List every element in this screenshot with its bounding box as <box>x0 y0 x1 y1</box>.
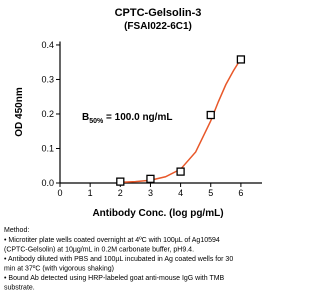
annotation-rest: = 100.0 ng/mL <box>103 112 172 123</box>
chart-subtitle: (FSAI022-6C1) <box>124 21 192 32</box>
x-tick-label: 3 <box>148 188 153 198</box>
fit-curve <box>120 58 242 184</box>
y-tick-label: 0.4 <box>41 40 54 50</box>
y-tick-label: 0.3 <box>41 74 54 84</box>
method-line: substrate. <box>4 285 35 292</box>
x-tick-label: 0 <box>57 188 62 198</box>
chart: CPTC-Gelsolin-3 (FSAI022-6C1) Antibody C… <box>4 7 262 292</box>
method: Method: • Microtiter plate wells coated … <box>4 227 233 292</box>
x-tick-label: 6 <box>238 188 243 198</box>
method-line: • Antibody diluted with PBS and 100µL in… <box>4 256 233 263</box>
method-line: min at 37ºC (with vigorous shaking) <box>4 266 114 273</box>
annotation: B50% = 100.0 ng/mL <box>82 112 172 125</box>
y-tick-label: 0.0 <box>41 178 54 188</box>
x-tick-label: 1 <box>88 188 93 198</box>
x-tick-label: 2 <box>118 188 123 198</box>
method-line: • Microtiter plate wells coated overnigh… <box>4 237 220 244</box>
x-tick-label: 5 <box>208 188 213 198</box>
data-point <box>236 55 246 64</box>
data-point <box>176 167 185 176</box>
x-tick-label: 4 <box>178 188 183 198</box>
y-axis-label: OD 450nm <box>14 87 25 137</box>
data-point <box>116 177 125 186</box>
data-point <box>206 110 215 120</box>
y-tick-label: 0.2 <box>41 109 54 119</box>
y-tick-label: 0.1 <box>41 143 54 153</box>
method-line: • Bound Ab detected using HRP-labeled go… <box>4 275 225 282</box>
annotation-main: B <box>82 112 89 123</box>
chart-title: CPTC-Gelsolin-3 <box>115 7 202 19</box>
method-title: Method: <box>4 227 29 234</box>
x-axis-label: Antibody Conc. (log pg/mL) <box>92 208 223 219</box>
method-line: (CPTC-Gelsolin) at 10µg/mL in 0.2M carbo… <box>4 247 194 254</box>
annotation-subscript: 50% <box>89 118 104 125</box>
data-point <box>146 174 155 184</box>
